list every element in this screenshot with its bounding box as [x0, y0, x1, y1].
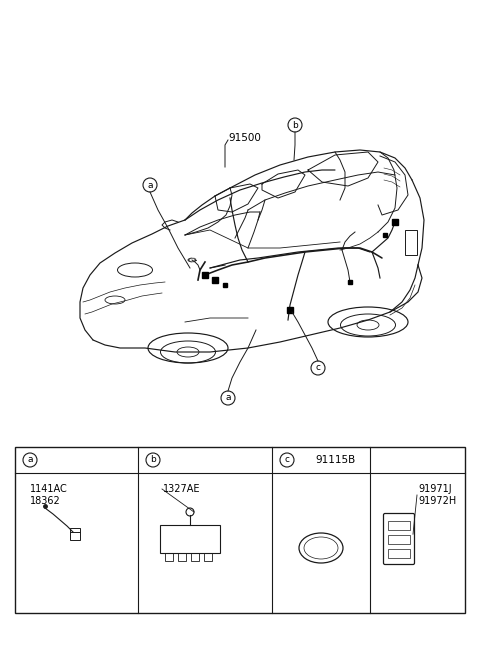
Text: 91972H: 91972H: [418, 496, 456, 506]
Text: b: b: [150, 455, 156, 464]
Bar: [70, 528, 80, 540]
Text: c: c: [315, 364, 321, 373]
Text: 91500: 91500: [228, 133, 261, 143]
Circle shape: [143, 178, 157, 192]
Circle shape: [311, 361, 325, 375]
Bar: [165, 553, 173, 561]
Text: a: a: [225, 394, 231, 403]
Text: b: b: [292, 121, 298, 130]
Text: 18362: 18362: [30, 496, 61, 506]
Bar: [191, 553, 199, 561]
Text: 91115B: 91115B: [316, 455, 356, 465]
Text: 1141AC: 1141AC: [30, 484, 68, 494]
Bar: [160, 525, 220, 553]
Circle shape: [23, 453, 37, 467]
Bar: [15, 447, 465, 613]
Bar: [204, 553, 212, 561]
Circle shape: [280, 453, 294, 467]
Bar: [178, 553, 186, 561]
Text: c: c: [285, 455, 289, 464]
Text: 1327AE: 1327AE: [163, 484, 201, 494]
Circle shape: [221, 391, 235, 405]
Text: a: a: [147, 181, 153, 189]
Bar: [388, 549, 410, 558]
Circle shape: [146, 453, 160, 467]
Bar: [388, 521, 410, 530]
Text: 91971J: 91971J: [418, 484, 452, 494]
Text: a: a: [27, 455, 33, 464]
Circle shape: [288, 118, 302, 132]
Bar: [405, 230, 417, 255]
Bar: [388, 535, 410, 544]
